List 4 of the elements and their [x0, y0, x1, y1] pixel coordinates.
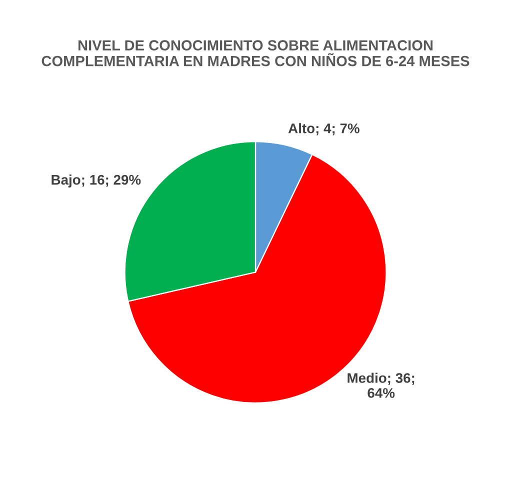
chart-title: NIVEL DE CONOCIMIENTO SOBRE ALIMENTACION COMPLEMENTARIA EN MADRES CON NIÑOS DE 6-24 MESES: [42, 40, 470, 66]
slice-label: Bajo; 16; 29%: [52, 174, 141, 188]
slice-label: Medio; 36; 64%: [348, 372, 414, 398]
slice-label: Alto; 4; 7%: [288, 123, 360, 136]
